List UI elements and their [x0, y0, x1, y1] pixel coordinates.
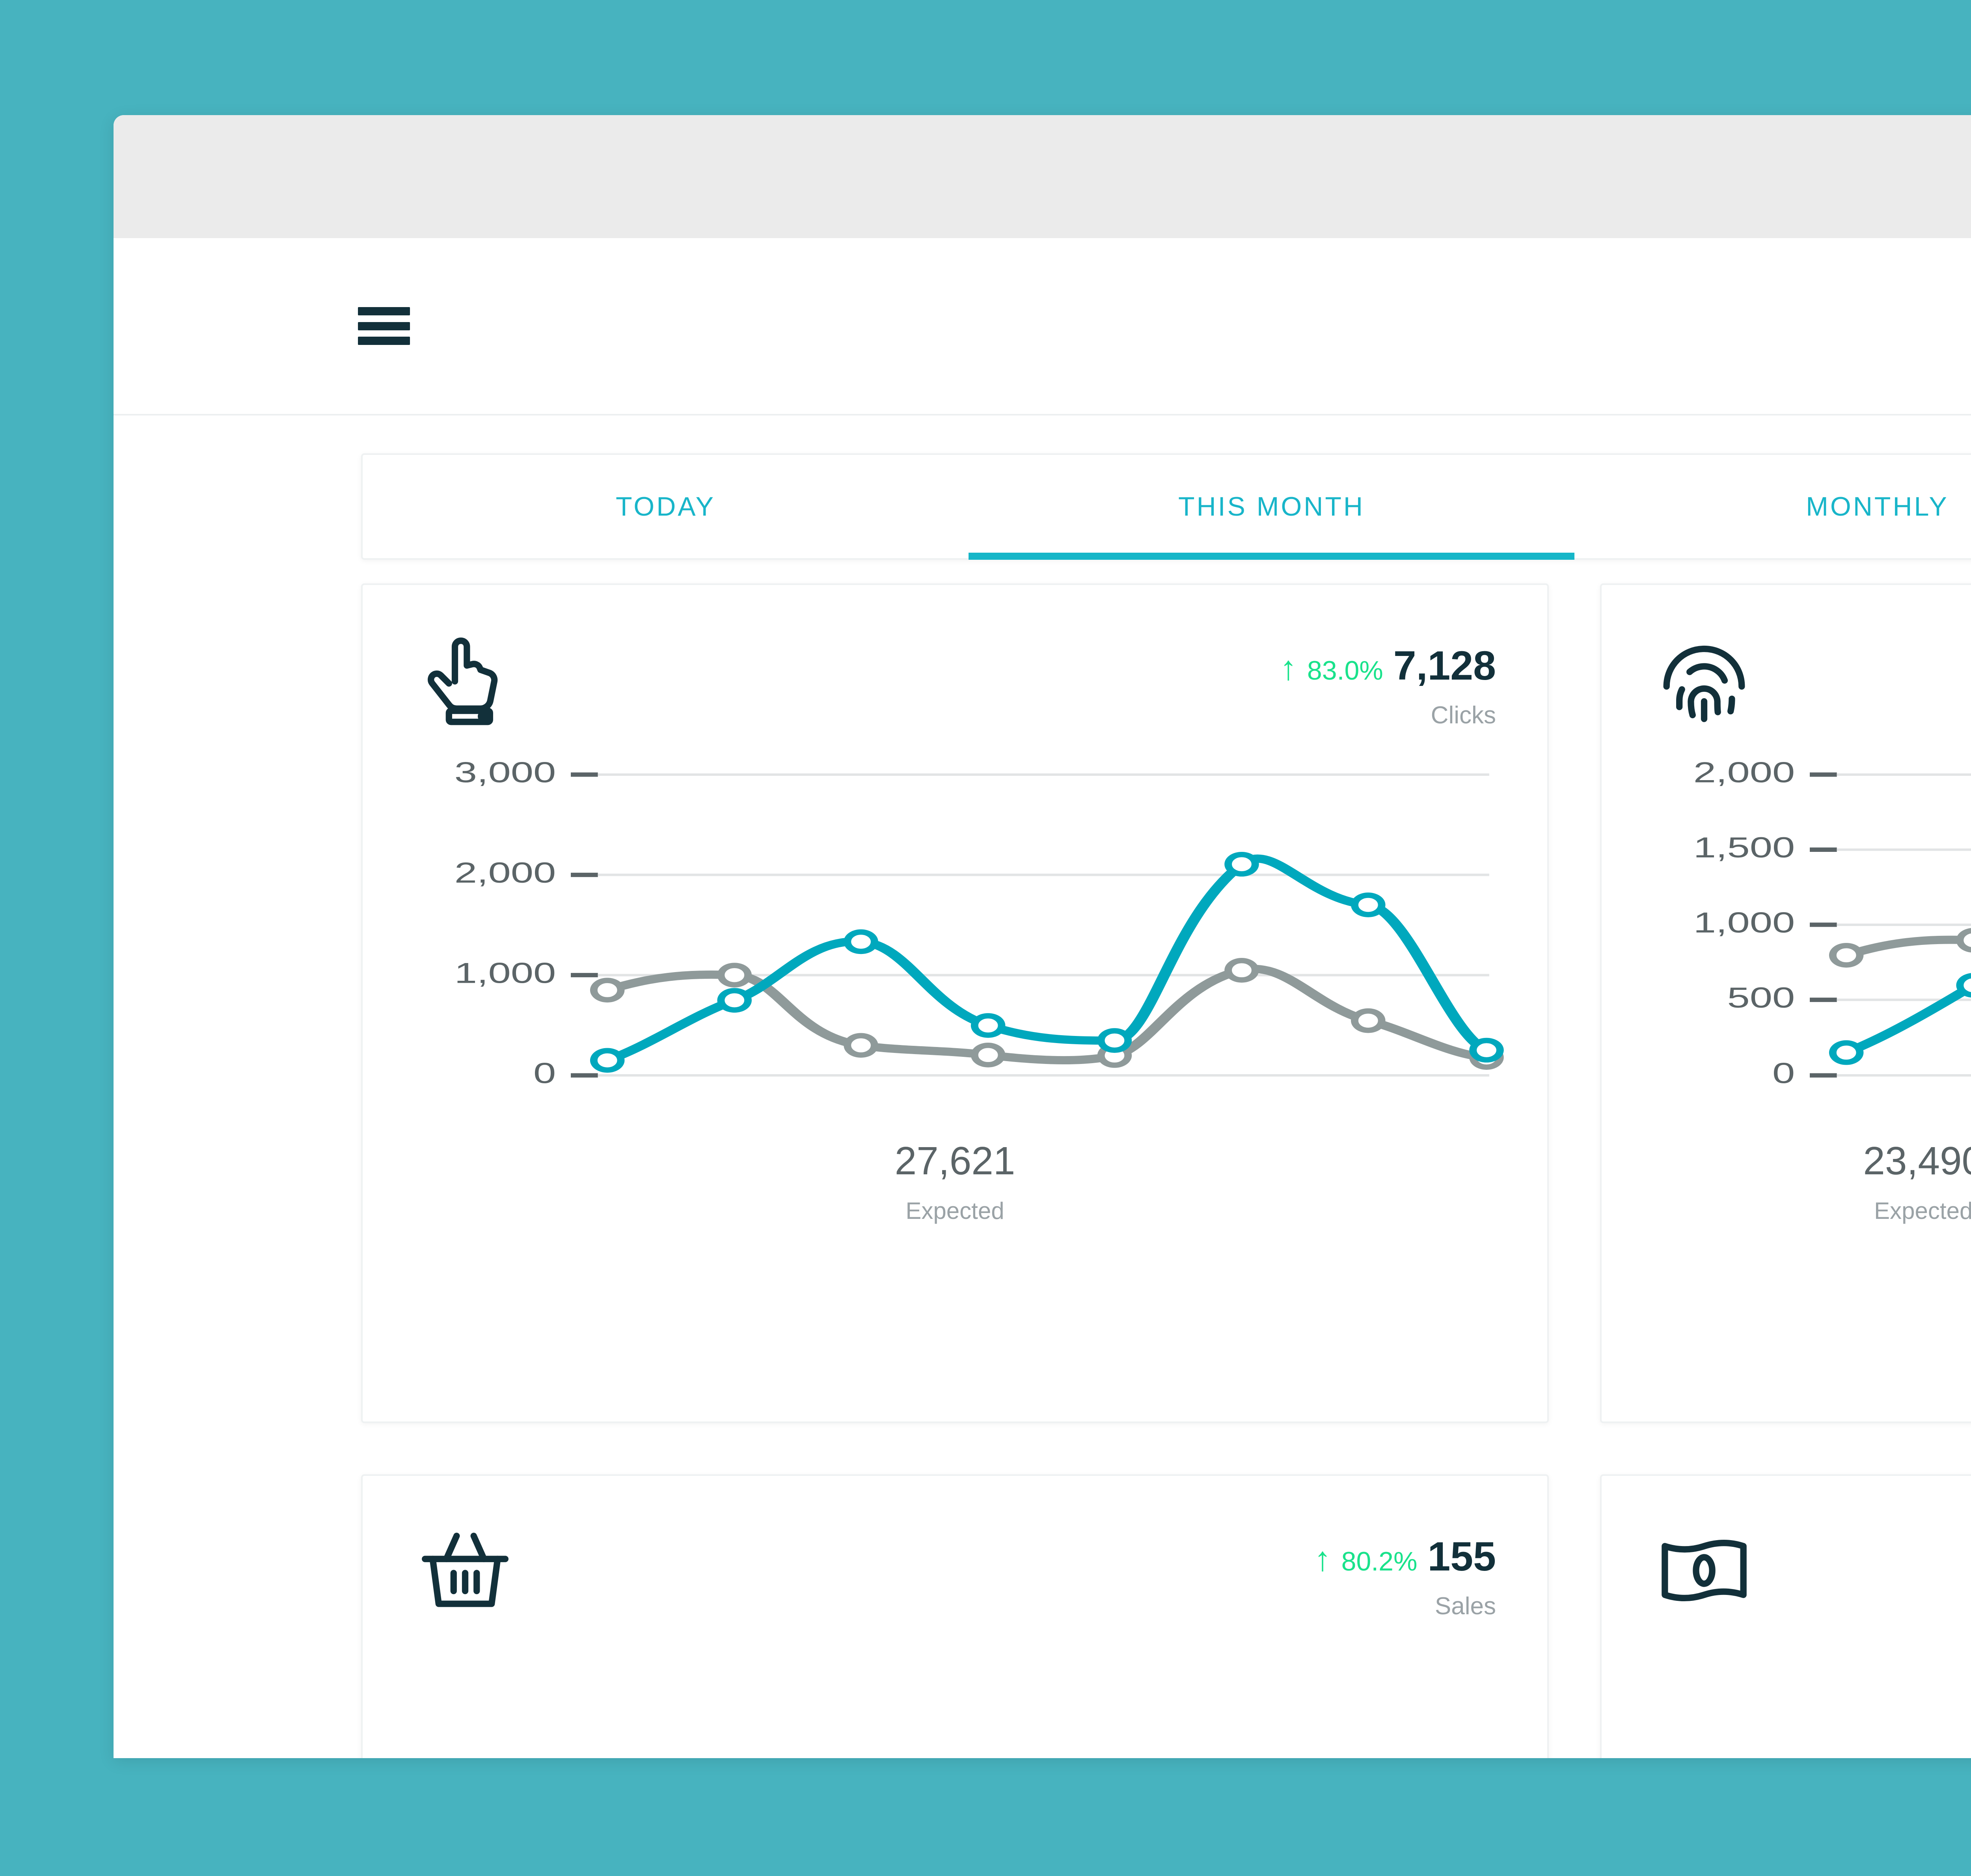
- hamburger-menu-icon[interactable]: [358, 307, 410, 345]
- metrics-grid: ↑ 83.0% 7,128 Clicks 3,000 2,000 1,000: [361, 583, 1971, 1758]
- chart-markers-unique: [1829, 973, 1971, 1065]
- card-clicks: ↑ 83.0% 7,128 Clicks 3,000 2,000 1,000: [361, 583, 1549, 1423]
- trend-up-icon: ↑: [1314, 1540, 1331, 1578]
- kpi-label: Clicks: [1431, 702, 1496, 729]
- card-kpi: ↑ 83.0% 7,128 Clicks: [1280, 628, 1496, 729]
- app-header: 4 2: [114, 238, 1971, 415]
- chart-markers-clicks: [590, 851, 1504, 1073]
- card-sales: ↑ 80.2% 155 Sales: [361, 1474, 1549, 1758]
- hamburger-bar: [358, 307, 410, 315]
- chart-markers-expected: [590, 958, 1504, 1070]
- series-unique-line: [1841, 981, 1971, 1057]
- ytick-label: 1,000: [1693, 906, 1795, 939]
- window-titlebar: [114, 115, 1971, 238]
- period-tabs: TODAY THIS MONTH MONTHLY YEARLY: [361, 453, 1971, 560]
- card-header: ↑ 100% 9,995.7 Commission: [1653, 1519, 1971, 1622]
- series-clicks-line: [602, 854, 1492, 1065]
- chart-y-axis: 3,000 2,000 1,000 0: [455, 756, 598, 1089]
- hamburger-bar: [358, 322, 410, 330]
- hamburger-bar: [358, 337, 410, 345]
- kpi-value: 7,128: [1393, 643, 1496, 689]
- footer-value: 23,490: [1863, 1139, 1971, 1183]
- chart-unique-clicks: 2,000 1,500 1,000 500 0: [1653, 756, 1971, 1103]
- chart-clicks: 3,000 2,000 1,000 0: [414, 756, 1504, 1103]
- kpi-percent: 80.2%: [1341, 1546, 1418, 1576]
- footer-value: 27,621: [894, 1139, 1015, 1183]
- ytick-label: 3,000: [455, 756, 556, 788]
- tab-this-month[interactable]: THIS MONTH: [969, 455, 1574, 560]
- ytick-label: 2,000: [455, 856, 556, 889]
- browser-window: 4 2 TODAY TH: [114, 115, 1971, 1758]
- card-header: ↑ 75.3% 6,062 Unique Clicks: [1653, 628, 1971, 731]
- chart-markers-expected: [1829, 928, 1971, 968]
- ytick-label: 1,000: [455, 957, 556, 989]
- tab-today[interactable]: TODAY: [616, 492, 715, 522]
- chart-y-axis: 2,000 1,500 1,000 500 0: [1693, 756, 1837, 1089]
- card-header: ↑ 83.0% 7,128 Clicks: [414, 628, 1496, 731]
- shopping-basket-icon: [414, 1519, 516, 1622]
- chart-gridlines: [598, 773, 1489, 1077]
- fingerprint-icon: [1653, 628, 1755, 731]
- card-header: ↑ 80.2% 155 Sales: [414, 1519, 1496, 1622]
- footer-label: Expected: [905, 1198, 1004, 1224]
- series-expected-line: [602, 965, 1492, 1064]
- series-expected-line: [1841, 935, 1971, 959]
- ytick-label: 2,000: [1693, 756, 1795, 788]
- footer-label: Expected: [1874, 1198, 1971, 1224]
- footer-stat-expected: 23,490 Expected: [1653, 1138, 1971, 1224]
- card-unique-clicks: ↑ 75.3% 6,062 Unique Clicks 2,000 1,500 …: [1600, 583, 1971, 1423]
- pointing-hand-click-icon: [414, 628, 516, 731]
- card-kpi: ↑ 80.2% 155 Sales: [1314, 1519, 1496, 1620]
- ytick-label: 1,500: [1693, 831, 1795, 863]
- kpi-line: ↑ 83.0% 7,128: [1280, 643, 1496, 689]
- ytick-label: 0: [533, 1057, 556, 1089]
- kpi-line: ↑ 80.2% 155: [1314, 1533, 1496, 1580]
- footer-stat-expected: 27,621 Expected: [414, 1138, 1496, 1224]
- tab-monthly[interactable]: MONTHLY: [1806, 492, 1949, 522]
- ytick-label: 0: [1772, 1057, 1795, 1089]
- kpi-label: Sales: [1434, 1593, 1496, 1620]
- card-footer: 27,621 Expected: [414, 1138, 1496, 1224]
- card-commission: ↑ 100% 9,995.7 Commission: [1600, 1474, 1971, 1758]
- kpi-percent: 83.0%: [1307, 656, 1383, 686]
- banknote-icon: [1653, 1519, 1755, 1622]
- ytick-label: 500: [1727, 981, 1795, 1013]
- card-footer: 23,490 Expected 1.65 CPC: [1653, 1138, 1971, 1224]
- kpi-value: 155: [1427, 1534, 1496, 1580]
- trend-up-icon: ↑: [1280, 649, 1297, 687]
